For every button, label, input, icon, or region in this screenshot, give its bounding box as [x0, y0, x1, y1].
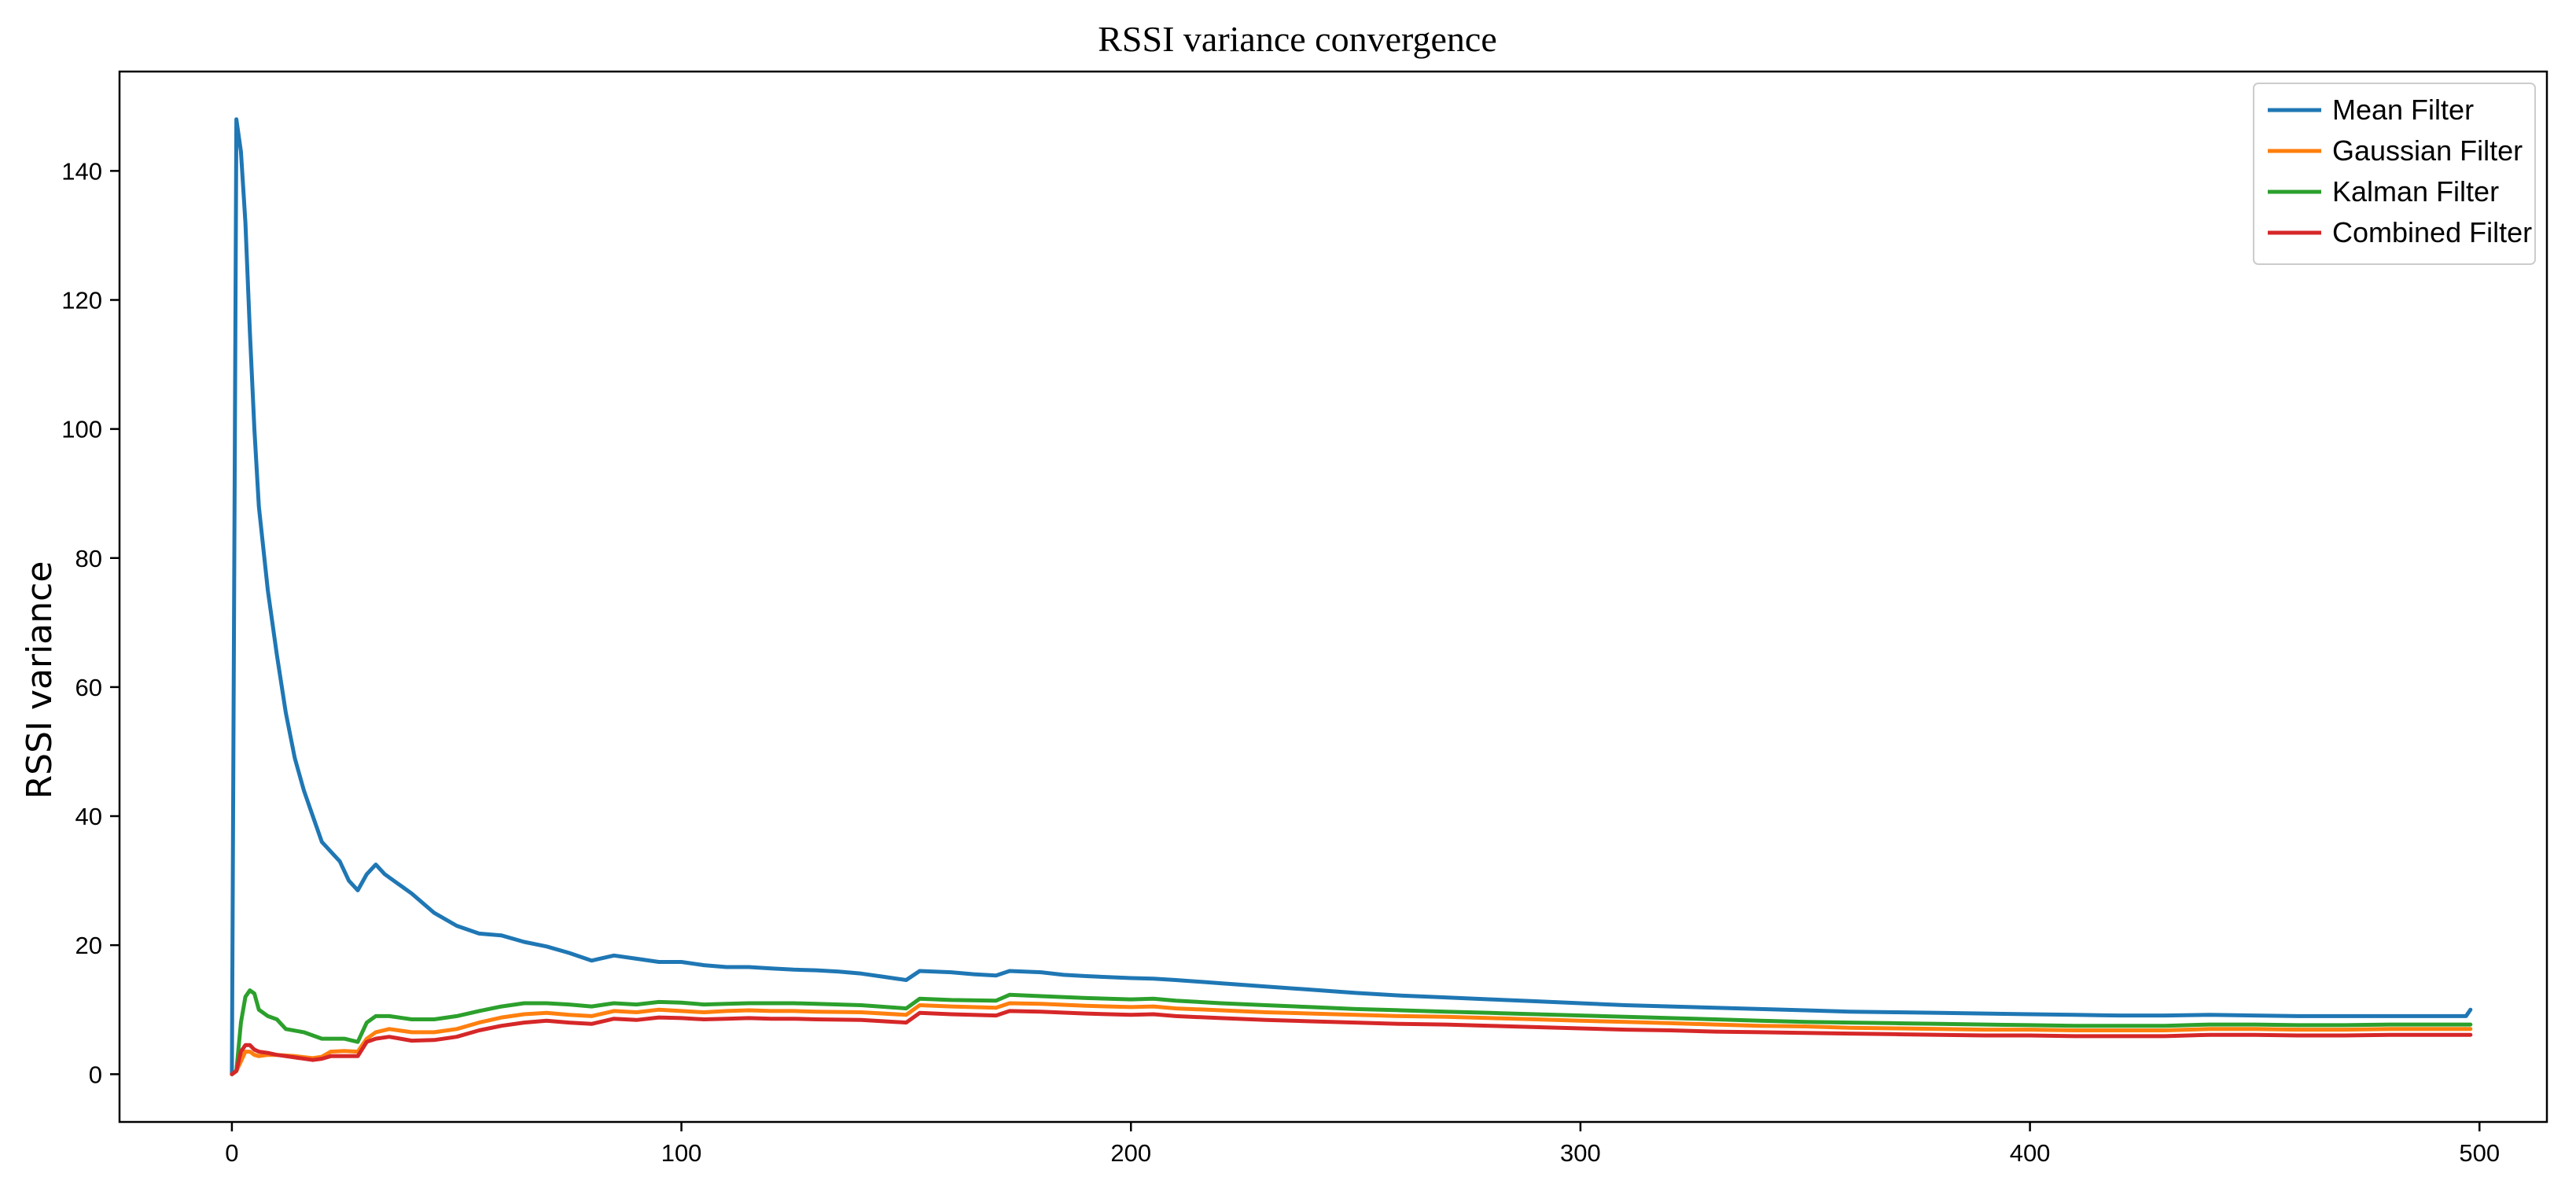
series-line-kalman-filter [230, 988, 2473, 1076]
series-line-gaussian-filter [230, 1001, 2473, 1076]
y-tick-label: 20 [75, 932, 102, 959]
series-line-combined-filter [230, 1009, 2473, 1076]
y-tick-label: 100 [61, 416, 102, 443]
x-tick-label: 300 [1560, 1139, 1601, 1167]
legend-box [2253, 83, 2536, 265]
legend-label: Kalman Filter [2332, 175, 2499, 208]
y-axis-label: RSSI variance [20, 561, 60, 800]
legend: Mean Filter Gaussian Filter Kalman Filter C… [2253, 83, 2536, 265]
plot-area-frame [118, 70, 2548, 1124]
y-tick-label: 80 [75, 545, 102, 572]
y-tick-label: 60 [75, 674, 102, 701]
x-tick-label: 200 [1110, 1139, 1151, 1167]
x-tick-label: 0 [225, 1139, 238, 1167]
series-lines [230, 117, 2473, 1076]
legend-label: Combined Filter [2332, 216, 2532, 248]
x-tick-label: 400 [2010, 1139, 2051, 1167]
y-tick-label: 40 [75, 803, 102, 830]
axis-ticks: 0 100 200 300 400 500 0 20 40 60 80 100 120 140 [61, 157, 2500, 1167]
y-tick-label: 120 [61, 287, 102, 314]
x-tick-label: 100 [661, 1139, 702, 1167]
y-tick-label: 140 [61, 157, 102, 185]
legend-label: Gaussian Filter [2332, 134, 2523, 167]
y-tick-label: 0 [89, 1061, 102, 1088]
legend-label: Mean Filter [2332, 94, 2474, 126]
x-tick-label: 500 [2459, 1139, 2500, 1167]
chart-title: RSSI variance convergence [1098, 19, 1497, 59]
series-line-mean-filter [230, 117, 2473, 1076]
